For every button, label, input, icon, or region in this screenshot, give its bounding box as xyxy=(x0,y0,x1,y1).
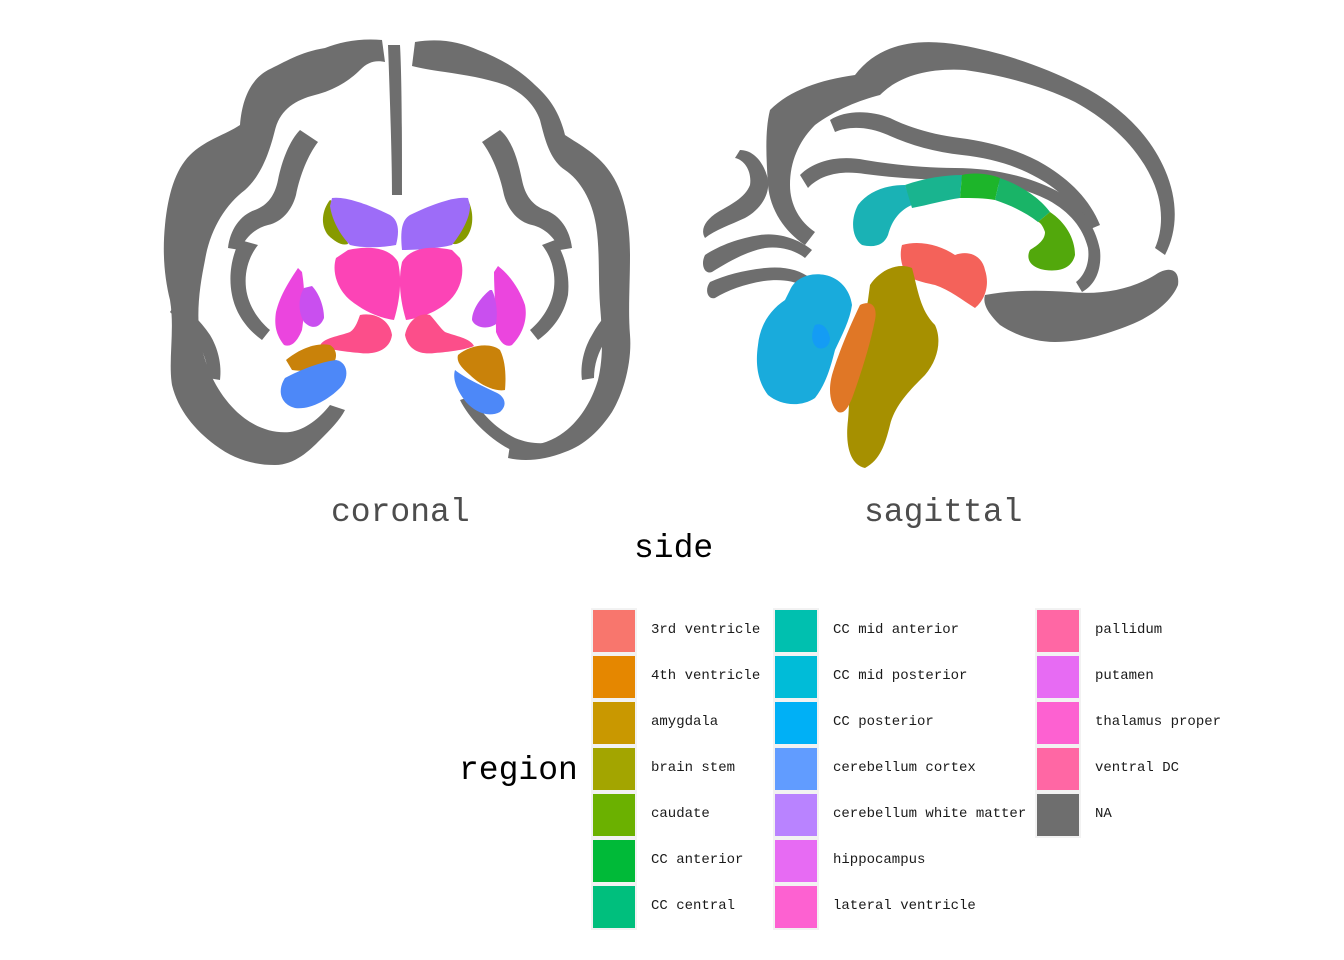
sagittal-occipital-cortex-3 xyxy=(707,267,810,299)
sagittal-cc-posterior xyxy=(853,185,912,247)
sagittal-cerebellum-cortex xyxy=(756,274,852,405)
coronal-left-cortex xyxy=(163,39,385,466)
legend-label: brain stem xyxy=(651,760,736,776)
coronal-left-gyrus-2 xyxy=(230,240,270,340)
legend-label: pallidum xyxy=(1095,622,1163,638)
legend-key-swatch xyxy=(591,746,637,792)
legend-key-swatch xyxy=(591,700,637,746)
sagittal-cc-central xyxy=(960,173,1000,200)
sagittal-outer-cortex xyxy=(766,42,1175,255)
coronal-right-amygdala xyxy=(457,345,506,391)
legend-key-swatch xyxy=(591,838,637,884)
legend-label: lateral ventricle xyxy=(833,898,976,914)
legend-title: region xyxy=(459,752,578,789)
side-title: side xyxy=(634,530,714,567)
sagittal-cc-mid-posterior xyxy=(905,175,962,208)
legend-key-swatch xyxy=(1035,654,1081,700)
coronal-right-pallidum xyxy=(472,290,497,328)
legend-label: cerebellum white matter xyxy=(833,806,1027,822)
coronal-view xyxy=(163,39,631,466)
legend-label: CC mid posterior xyxy=(833,668,968,684)
legend-key-swatch xyxy=(591,608,637,654)
legend-key-swatch xyxy=(591,884,637,930)
legend-label: caudate xyxy=(651,806,710,822)
sagittal-4th-ventricle xyxy=(830,303,876,413)
coronal-right-gyrus xyxy=(482,130,572,250)
facet-label-sagittal: sagittal xyxy=(864,494,1023,531)
sagittal-cc-anterior xyxy=(1028,212,1075,271)
legend-key-swatch xyxy=(1035,608,1081,654)
legend-label: putamen xyxy=(1095,668,1154,684)
sagittal-upper-gyrus xyxy=(830,112,1100,230)
coronal-left-gyrus xyxy=(228,130,318,250)
legend-label: NA xyxy=(1095,806,1112,822)
sagittal-occipital-cortex-2 xyxy=(702,234,812,273)
sagittal-lower-cortex xyxy=(984,269,1179,342)
sagittal-cerebellum-white-matter xyxy=(812,324,830,349)
legend-key-swatch xyxy=(773,884,819,930)
legend-label: CC posterior xyxy=(833,714,934,730)
legend-label: thalamus proper xyxy=(1095,714,1222,730)
legend-key-swatch xyxy=(773,838,819,884)
legend-label: CC mid anterior xyxy=(833,622,960,638)
sagittal-occipital-cortex xyxy=(703,150,769,238)
coronal-left-putamen xyxy=(275,268,305,346)
legend-key-swatch xyxy=(591,792,637,838)
legend-key-swatch xyxy=(1035,700,1081,746)
legend-label: 3rd ventricle xyxy=(651,622,761,638)
coronal-right-lateral-ventricle xyxy=(401,197,470,250)
coronal-left-hippocampus xyxy=(280,360,347,409)
coronal-left-thalamus xyxy=(334,247,401,320)
legend-key-swatch xyxy=(773,792,819,838)
legend-label: CC anterior xyxy=(651,852,744,868)
coronal-left-ventral-dc xyxy=(320,314,392,354)
legend-key-swatch xyxy=(591,654,637,700)
coronal-left-cortex-inner xyxy=(388,45,402,195)
legend-label: cerebellum cortex xyxy=(833,760,976,776)
coronal-right-gyrus-3 xyxy=(581,300,628,380)
coronal-right-ventral-dc xyxy=(405,314,474,354)
coronal-left-gyrus-3 xyxy=(170,300,221,380)
sagittal-view xyxy=(702,42,1179,468)
legend-label: amygdala xyxy=(651,714,719,730)
coronal-right-gyrus-2 xyxy=(530,240,569,340)
sagittal-cc-mid-anterior xyxy=(995,178,1050,222)
coronal-right-cortex xyxy=(412,40,631,460)
sagittal-inner-ribbon xyxy=(800,158,1101,292)
legend-key-swatch xyxy=(773,700,819,746)
legend-key-swatch xyxy=(773,654,819,700)
sagittal-3rd-ventricle xyxy=(900,243,987,308)
coronal-left-pallidum xyxy=(299,286,324,327)
legend-label: 4th ventricle xyxy=(651,668,761,684)
legend-label: ventral DC xyxy=(1095,760,1180,776)
legend-label: CC central xyxy=(651,898,736,914)
coronal-right-putamen xyxy=(494,266,526,346)
legend-key-swatch xyxy=(1035,792,1081,838)
coronal-right-hippocampus xyxy=(454,370,505,415)
coronal-right-thalamus xyxy=(399,247,463,320)
legend-key-swatch xyxy=(1035,746,1081,792)
coronal-left-lateral-ventricle xyxy=(330,197,398,248)
legend-key-swatch xyxy=(773,608,819,654)
facet-label-coronal: coronal xyxy=(331,494,470,531)
legend-label: hippocampus xyxy=(833,852,926,868)
legend-key-swatch xyxy=(773,746,819,792)
